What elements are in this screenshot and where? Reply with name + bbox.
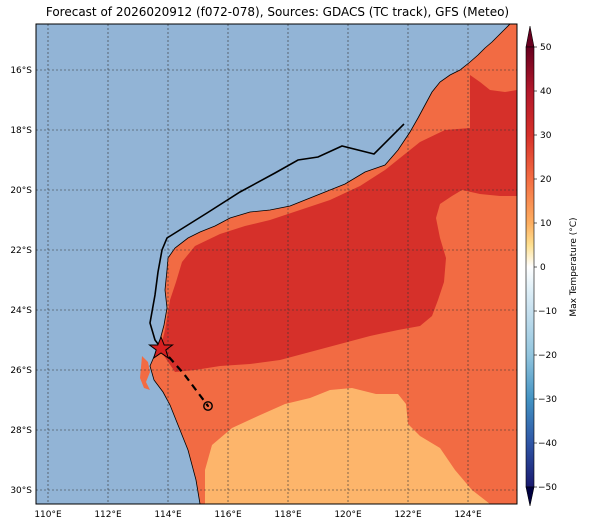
lat-tick: 16°S [10,66,32,76]
colorbar-tick: 0 [540,263,546,273]
land-region-mild [205,388,490,504]
lat-tick: 28°S [10,426,32,436]
colorbar-tick: −50 [538,483,557,493]
lat-ticks: 16°S 18°S 20°S 22°S 24°S 26°S 28°S 30°S [10,66,32,496]
map-frame [35,23,518,505]
colorbar-tick: −30 [538,395,557,405]
colorbar-bottom-arrow [525,486,535,507]
colorbar-tick: −10 [538,307,557,317]
colorbar-label: Max Temperature (°C) [569,217,579,316]
colorbar-tick: 30 [540,131,552,141]
lat-tick: 26°S [10,366,32,376]
colorbar-tick: 40 [540,87,552,97]
tc-track-past [149,123,405,349]
colorbar-tick: −40 [538,439,557,449]
lat-tick: 30°S [10,486,32,496]
land-region-hot [160,128,517,372]
lat-tick: 18°S [10,126,32,136]
lon-ticks: 110°E 112°E 114°E 116°E 118°E 120°E 122°… [34,510,482,520]
forecast-end-dot [207,405,209,407]
lon-tick: 118°E [274,510,302,520]
lat-tick: 24°S [10,306,32,316]
colorbar-tick: 10 [540,219,552,229]
peninsula [140,356,150,390]
colorbar: 50 40 30 20 10 0 −10 −20 −30 −40 −50 Max… [525,25,579,507]
colorbar-tick: −20 [538,351,557,361]
lon-tick: 112°E [94,510,122,520]
land-region-hot-north [470,75,517,130]
lon-tick: 122°E [394,510,422,520]
lon-tick: 120°E [334,510,362,520]
tc-track-forecast [160,347,209,407]
current-position-star-icon [147,335,175,360]
lon-tick: 114°E [154,510,182,520]
gridlines [36,24,517,504]
colorbar-tick: 20 [540,175,552,185]
lon-tick: 116°E [214,510,242,520]
lat-tick: 22°S [10,246,32,256]
lon-tick: 110°E [34,510,62,520]
map-area [36,24,517,504]
colorbar-tick: 50 [540,43,552,53]
colorbar-top-arrow [525,25,535,48]
lat-tick: 20°S [10,186,32,196]
forecast-end-circle-icon [203,401,213,411]
map-title: Forecast of 2026020912 (f072-078), Sourc… [45,5,510,19]
colorbar-bar [525,46,535,488]
lon-tick: 124°E [454,510,482,520]
